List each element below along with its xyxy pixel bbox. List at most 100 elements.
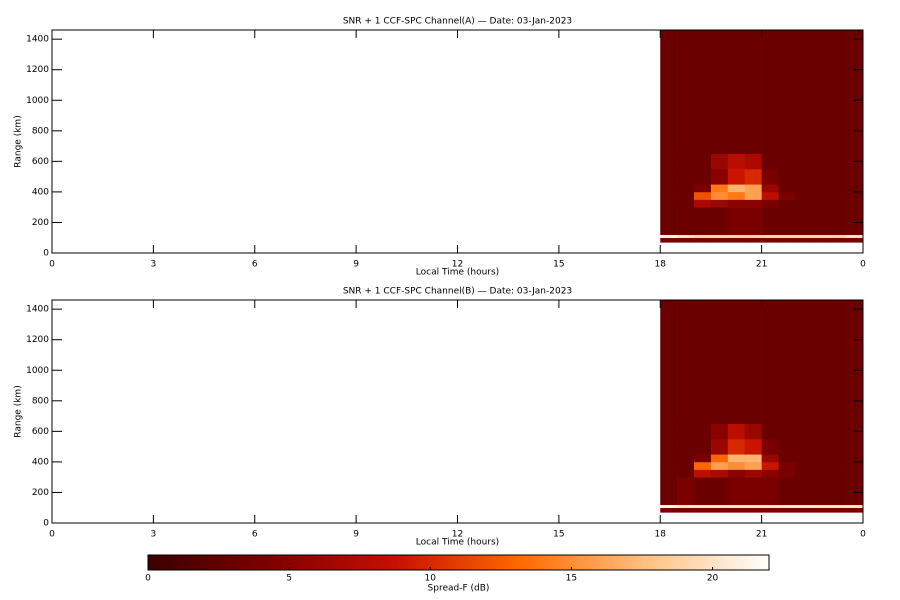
x-tick-label: 21 <box>756 530 767 540</box>
y-tick-label: 1400 <box>26 305 49 315</box>
heatmap-cell <box>727 234 746 239</box>
heatmap-cell <box>846 477 864 505</box>
heatmap-cell <box>846 504 864 509</box>
heatmap-cell <box>660 438 678 455</box>
heatmap-cell <box>744 438 762 455</box>
heatmap-cell <box>795 184 813 193</box>
heatmap-cell <box>761 469 779 478</box>
heatmap-cell <box>744 507 762 513</box>
y-tick-label: 1200 <box>26 65 49 75</box>
x-tick-label: 0 <box>860 530 866 540</box>
x-tick-label: 18 <box>655 260 667 270</box>
heatmap-cell <box>660 184 678 193</box>
heatmap-cell <box>812 477 830 505</box>
heatmap-cell <box>778 477 796 505</box>
heatmap-cell <box>778 237 796 243</box>
heatmap-cell <box>812 461 830 470</box>
heatmap-cell <box>795 438 813 455</box>
heatmap-cell <box>677 168 695 185</box>
heatmap-cell <box>677 191 695 200</box>
heatmap-cell <box>677 454 695 463</box>
heatmap-cell <box>727 469 746 478</box>
heatmap-cell <box>694 504 712 509</box>
colorbar-tick-label: 5 <box>286 574 292 584</box>
heatmap-cell <box>846 168 864 185</box>
heatmap-cell <box>795 168 813 185</box>
heatmap-cell <box>761 507 779 513</box>
heatmap-cell <box>727 477 746 505</box>
heatmap-cell <box>727 30 746 155</box>
heatmap-cell <box>829 504 847 509</box>
heatmap-cell <box>660 207 678 235</box>
heatmap-cell <box>846 207 864 235</box>
heatmap-cell <box>812 191 830 200</box>
heatmap-cell <box>744 469 762 478</box>
heatmap-cell <box>829 191 847 200</box>
heatmap-cell <box>710 153 729 170</box>
heatmap-cell <box>846 199 864 208</box>
heatmap-cell <box>710 168 729 185</box>
x-tick-label: 3 <box>151 530 157 540</box>
y-tick-label: 800 <box>32 126 49 136</box>
heatmap-cell <box>761 300 779 425</box>
heatmap-cell <box>829 207 847 235</box>
heatmap-cell <box>660 191 678 200</box>
heatmap-cell <box>727 423 746 440</box>
heatmap-cell <box>710 454 729 463</box>
heatmap-cell <box>710 300 729 425</box>
heatmap-cell <box>761 30 779 155</box>
heatmap-cell <box>660 300 678 425</box>
heatmap-cell <box>812 454 830 463</box>
x-tick-label: 15 <box>553 530 564 540</box>
heatmap-cell <box>727 454 746 463</box>
heatmap-cell <box>710 423 729 440</box>
x-axis-title: Local Time (hours) <box>416 268 499 278</box>
heatmap-cell <box>846 438 864 455</box>
heatmap-cell <box>710 438 729 455</box>
heatmap-cell <box>778 504 796 509</box>
heatmap-cell <box>778 469 796 478</box>
heatmap-cell <box>795 207 813 235</box>
heatmap-cell <box>812 507 830 513</box>
x-tick-label: 3 <box>151 260 157 270</box>
heatmap-cell <box>812 504 830 509</box>
y-tick-label: 800 <box>32 396 49 406</box>
heatmap-cell <box>778 507 796 513</box>
heatmap-cell <box>846 469 864 478</box>
heatmap-cell <box>761 504 779 509</box>
heatmap-cell <box>846 507 864 513</box>
heatmap-cell <box>744 477 762 505</box>
heatmap-cell <box>812 184 830 193</box>
heatmap-cell <box>812 300 830 425</box>
heatmap-cell <box>778 191 796 200</box>
heatmap-cell <box>778 438 796 455</box>
heatmap-cell <box>710 199 729 208</box>
heatmap-cell <box>677 30 695 155</box>
heatmap-cell <box>846 461 864 470</box>
heatmap-cell <box>795 199 813 208</box>
heatmap-cell <box>677 199 695 208</box>
x-tick-label: 15 <box>553 260 564 270</box>
heatmap-cell <box>710 477 729 505</box>
heatmap-cell <box>677 423 695 440</box>
heatmap-cell <box>744 461 762 470</box>
heatmap-cell <box>829 438 847 455</box>
heatmap-cell <box>694 454 712 463</box>
heatmap-cell <box>744 184 762 193</box>
heatmap-cell <box>660 454 678 463</box>
colorbar <box>147 554 770 571</box>
heatmap-cell <box>677 184 695 193</box>
heatmap-cell <box>778 184 796 193</box>
heatmap-cell <box>744 300 762 425</box>
heatmap-cell <box>727 507 746 513</box>
heatmap-cell <box>727 168 746 185</box>
heatmap-cell <box>829 507 847 513</box>
heatmap-cell <box>727 191 746 200</box>
chart-title: SNR + 1 CCF-SPC Channel(B) — Date: 03-Ja… <box>343 287 572 297</box>
heatmap-cell <box>694 153 712 170</box>
heatmap-cell <box>694 207 712 235</box>
heatmap-cell <box>744 30 762 155</box>
heatmap-cell <box>710 469 729 478</box>
